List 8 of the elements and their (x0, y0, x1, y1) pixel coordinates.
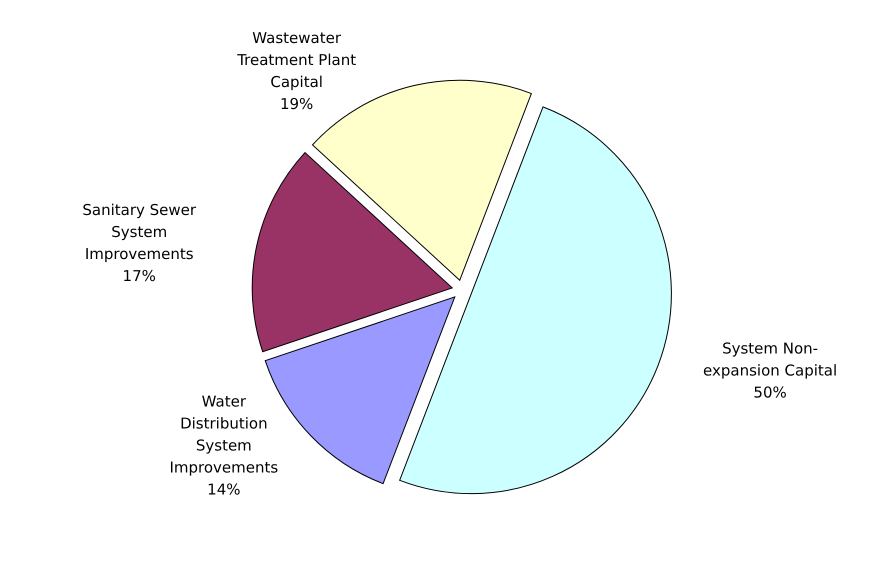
slice-label: Sanitary Sewer System Improvements (82, 201, 197, 264)
data-label: 19% (280, 94, 314, 113)
slice-label: Water Distribution System Improvements (169, 392, 278, 477)
slice-label: Wastewater Treatment Plant Capital (236, 28, 356, 91)
slice-label: System Non-expansion Capital (703, 340, 838, 380)
data-label: 14% (207, 480, 240, 499)
data-label: 50% (753, 384, 787, 402)
data-label: 17% (122, 267, 156, 286)
